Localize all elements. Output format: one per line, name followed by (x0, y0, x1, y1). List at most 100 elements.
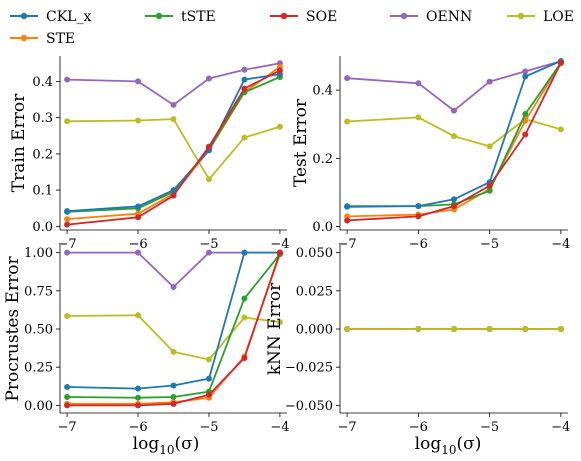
x-axis-label-right: log10(σ) (415, 434, 482, 457)
legend-swatch-marker (20, 12, 28, 20)
legend-swatch-marker (280, 12, 288, 20)
data-point (64, 216, 71, 223)
data-point (205, 143, 212, 150)
y-tick-label: 0.00 (24, 399, 53, 414)
y-tick-label: 0.75 (24, 284, 53, 299)
data-point (241, 85, 248, 92)
legend-swatch-marker (155, 12, 163, 20)
data-point (486, 143, 493, 150)
x-tick-label: −5 (480, 420, 499, 435)
data-point (135, 312, 142, 319)
series-LOE (64, 116, 283, 183)
y-tick-label: 0.2 (32, 147, 53, 162)
data-point (522, 326, 529, 332)
data-point (486, 78, 493, 85)
y-tick-label: 0.50 (24, 323, 53, 338)
series-line (67, 251, 280, 390)
data-point (64, 402, 71, 409)
data-point (205, 356, 212, 363)
x-tick-label: −7 (338, 237, 357, 252)
data-point (344, 118, 351, 125)
data-point (135, 78, 142, 85)
data-point (135, 394, 142, 401)
series-LOE (64, 312, 283, 363)
data-point (241, 66, 248, 73)
data-point (344, 75, 351, 82)
data-point (64, 221, 71, 228)
data-point (170, 348, 177, 355)
y-tick-label: 0.0 (312, 220, 333, 235)
x-tick-label: −7 (338, 420, 357, 435)
x-tick-label: −6 (128, 420, 147, 435)
y-axis-label: kNN Error (265, 282, 285, 375)
data-point (344, 326, 351, 332)
series-line (67, 314, 281, 361)
x-tick-label: −5 (199, 237, 218, 252)
data-point (522, 131, 529, 138)
legend-label: LOE (543, 9, 574, 25)
data-point (64, 393, 71, 400)
data-point (135, 249, 142, 256)
data-point (557, 59, 564, 66)
legend-label: STE (46, 31, 75, 47)
data-point (344, 203, 351, 210)
legend-swatch-marker (20, 34, 28, 42)
y-tick-label: 0.4 (32, 75, 53, 90)
data-point (64, 313, 71, 320)
data-point (486, 326, 493, 332)
data-point (276, 123, 283, 130)
series-line (67, 69, 281, 226)
y-axis-label: Train Error (9, 93, 29, 192)
data-point (451, 107, 457, 114)
legend-label: tSTE (181, 9, 216, 25)
data-point (241, 314, 248, 321)
x-tick-label: −7 (58, 237, 77, 252)
data-point (451, 326, 457, 332)
data-point (241, 76, 248, 83)
x-axis-label-left: log10(σ) (133, 434, 200, 457)
data-point (241, 249, 248, 256)
x-tick-label: −6 (409, 420, 428, 435)
data-point (135, 402, 142, 409)
data-point (276, 67, 283, 74)
y-tick-label: 0.050 (296, 246, 333, 261)
series-line (67, 253, 281, 405)
x-tick-label: −5 (480, 237, 499, 252)
y-tick-label: 0.25 (24, 361, 53, 376)
data-point (170, 192, 177, 199)
y-axis-label: Procrustes Error (3, 256, 23, 402)
y-tick-label: 0.4 (312, 84, 333, 99)
y-tick-label: 0.1 (32, 184, 53, 199)
x-tick-label: −5 (199, 420, 218, 435)
x-tick-label: −4 (270, 420, 289, 435)
x-tick-label: −4 (270, 237, 289, 252)
data-point (135, 203, 142, 210)
series-SOE (344, 59, 564, 224)
data-point (451, 133, 457, 140)
series-line (347, 62, 562, 218)
series-SOE (64, 249, 283, 409)
data-point (241, 134, 248, 141)
data-point (64, 208, 71, 215)
series-line (347, 62, 562, 222)
data-point (64, 76, 71, 83)
data-point (415, 80, 422, 87)
data-point (135, 214, 142, 221)
data-point (451, 203, 457, 210)
legend-item-STE: STE (10, 31, 75, 47)
data-point (522, 73, 529, 80)
x-tick-label: −6 (128, 237, 147, 252)
series-LOE (344, 114, 564, 150)
data-point (170, 382, 177, 389)
data-point (557, 126, 564, 133)
y-tick-label: 1.00 (24, 246, 53, 261)
legend-item-SOE: SOE (270, 9, 337, 25)
legend-swatch-marker (400, 12, 408, 20)
y-tick-label: 0.025 (296, 284, 333, 299)
data-point (415, 114, 422, 121)
